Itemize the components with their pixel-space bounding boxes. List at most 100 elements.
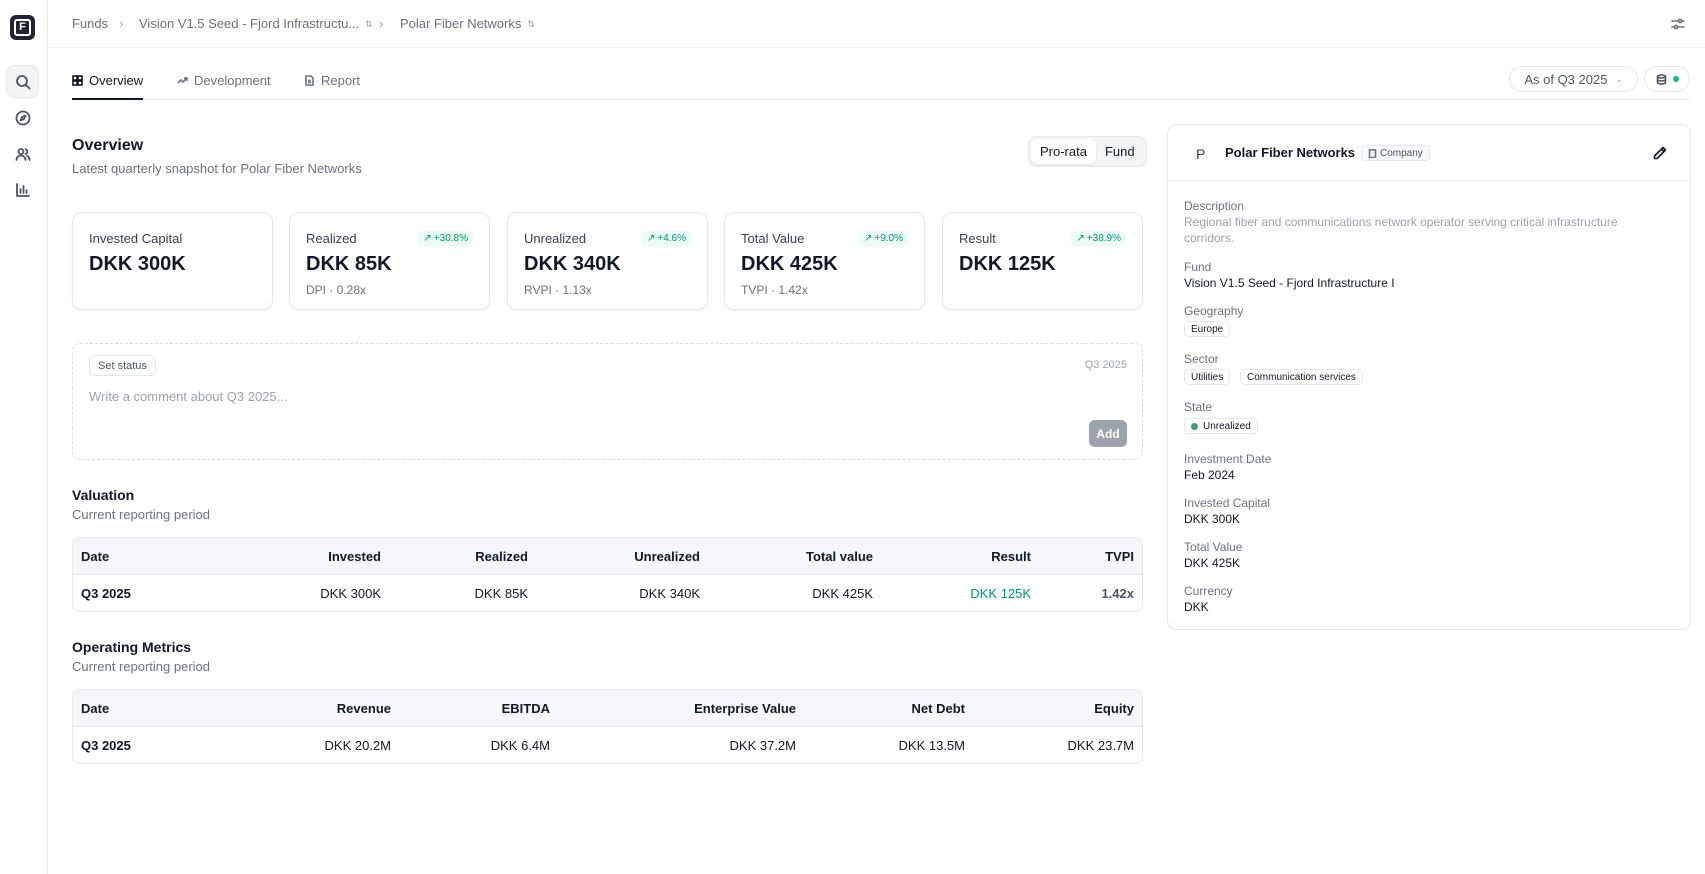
currency-label: Currency <box>1184 584 1233 598</box>
tab-bar: Overview Development Report As of Q3 202… <box>72 48 1690 100</box>
breadcrumb-fund[interactable]: Vision V1.5 Seed - Fjord Infrastructu...… <box>139 16 373 31</box>
cell-date: Q3 2025 <box>81 738 131 753</box>
as-of-label: As of Q3 2025 <box>1524 71 1608 87</box>
tab-label: Report <box>321 73 361 88</box>
add-comment-button[interactable]: Add <box>1089 420 1127 447</box>
tab-overview[interactable]: Overview <box>72 73 144 100</box>
column-header: Invested <box>328 549 381 564</box>
state-chip: Unrealized <box>1184 418 1258 434</box>
change-value: +9.0% <box>874 233 903 244</box>
operating-metrics-table: Date Revenue EBITDA Enterprise Value Net… <box>72 689 1143 764</box>
change-value: +4.6% <box>657 233 686 244</box>
sector-chip: Utilities <box>1184 369 1231 385</box>
toggle-fund[interactable]: Fund <box>1104 144 1135 159</box>
cell-tvpi: 1.42x <box>1101 586 1134 601</box>
change-badge: ↗ +9.0% <box>858 231 908 246</box>
column-header: Enterprise Value <box>694 701 796 716</box>
table-row[interactable]: Q3 2025 DKK 20.2M DKK 6.4M DKK 37.2M DKK… <box>73 727 1142 763</box>
kpi-card-unrealized: Unrealized ↗ +4.6% DKK 340K RVPI · 1.13x <box>507 212 708 310</box>
table-row[interactable]: Q3 2025 DKK 300K DKK 85K DKK 340K DKK 42… <box>73 575 1142 611</box>
cell-unrealized: DKK 340K <box>639 586 700 601</box>
avatar: P <box>1196 146 1206 162</box>
building-icon <box>1368 148 1377 158</box>
sliders-icon[interactable] <box>1671 17 1685 31</box>
geography-chip: Europe <box>1184 321 1231 337</box>
trend-up-icon: ↗ <box>423 233 432 244</box>
pencil-icon[interactable] <box>1652 145 1668 161</box>
kpi-value: DKK 300K <box>89 253 186 275</box>
cell-net-debt: DKK 13.5M <box>898 738 965 753</box>
app-logo[interactable]: F <box>10 15 35 40</box>
tab-development[interactable]: Development <box>177 73 271 100</box>
state-value: Unrealized <box>1203 420 1251 432</box>
kpi-card-result: Result ↗ +38.9% DKK 125K <box>942 212 1143 310</box>
chevron-right-icon: › <box>379 16 384 31</box>
column-header: EBITDA <box>501 701 550 716</box>
trend-up-icon: ↗ <box>646 233 656 244</box>
search-icon[interactable] <box>6 65 39 98</box>
state-label: State <box>1184 400 1213 414</box>
sector-chip: Communication services <box>1240 369 1363 385</box>
column-header: Date <box>81 701 110 716</box>
data-source-button[interactable] <box>1644 66 1690 92</box>
as-of-period-select[interactable]: As of Q3 2025 ⌄ <box>1509 66 1638 92</box>
kpi-label: Unrealized <box>524 231 587 246</box>
cell-equity: DKK 23.7M <box>1067 738 1134 753</box>
tab-label: Development <box>194 73 271 88</box>
page-subtitle: Latest quarterly snapshot for Polar Fibe… <box>72 161 362 176</box>
kpi-value: DKK 85K <box>306 253 392 275</box>
fund-value: Vision V1.5 Seed - Fjord Infrastructure … <box>1184 276 1395 290</box>
comment-quarter: Q3 2025 <box>1084 359 1127 371</box>
valuation-table: Date Invested Realized Unrealized Total … <box>72 537 1143 612</box>
column-header: Result <box>991 549 1031 564</box>
kpi-card-total-value: Total Value ↗ +9.0% DKK 425K TVPI · 1.42x <box>724 212 925 310</box>
kpi-sub: DPI · 0.28x <box>306 283 367 297</box>
kpi-sub: RVPI · 1.13x <box>524 283 592 297</box>
cell-invested: DKK 300K <box>320 586 381 601</box>
description-label: Description <box>1184 199 1245 213</box>
status-dot <box>1672 76 1679 82</box>
change-value: +38.9% <box>1086 233 1121 244</box>
toggle-pro-rata[interactable]: Pro-rata <box>1031 139 1096 164</box>
tab-label: Overview <box>89 73 144 88</box>
trend-up-icon: ↗ <box>1076 233 1085 244</box>
breadcrumb-funds[interactable]: Funds <box>72 16 109 31</box>
table-header: Date Revenue EBITDA Enterprise Value Net… <box>73 690 1142 727</box>
tab-report[interactable]: Report <box>304 73 360 100</box>
kpi-label: Realized <box>306 231 357 246</box>
compass-icon[interactable] <box>6 101 39 134</box>
breadcrumb-company[interactable]: Polar Fiber Networks ⇅ <box>400 16 535 31</box>
cell-revenue: DKK 20.2M <box>324 738 391 753</box>
trend-icon <box>177 77 188 84</box>
column-header: Date <box>81 549 110 564</box>
operating-metrics-title: Operating Metrics <box>72 639 192 655</box>
chevron-up-down-icon: ⇅ <box>365 19 373 29</box>
top-bar: Funds › Vision V1.5 Seed - Fjord Infrast… <box>48 0 1705 48</box>
valuation-subtitle: Current reporting period <box>72 507 211 522</box>
kpi-value: DKK 125K <box>959 253 1056 275</box>
comment-box: Set status Q3 2025 Write a comment about… <box>72 343 1143 460</box>
cell-date: Q3 2025 <box>81 586 131 601</box>
chevron-right-icon: › <box>119 16 124 31</box>
valuation-title: Valuation <box>72 487 135 503</box>
kpi-sub: TVPI · 1.42x <box>741 283 808 297</box>
set-status-button[interactable]: Set status <box>89 355 156 376</box>
sidebar: F <box>0 0 48 874</box>
comment-input[interactable]: Write a comment about Q3 2025... <box>89 389 288 404</box>
database-icon <box>1656 73 1666 85</box>
cell-enterprise-value: DKK 37.2M <box>729 738 796 753</box>
kpi-value: DKK 340K <box>524 253 621 275</box>
cell-result: DKK 125K <box>970 586 1031 601</box>
company-type-label: Company <box>1380 147 1423 159</box>
cell-realized: DKK 85K <box>474 586 528 601</box>
trend-up-icon: ↗ <box>863 233 873 244</box>
change-badge: ↗ +30.8% <box>418 231 473 246</box>
company-detail-panel: P Polar Fiber Networks Company Descripti… <box>1167 124 1691 630</box>
users-icon[interactable] <box>6 137 39 170</box>
logo-letter: F <box>14 19 31 36</box>
chevron-up-down-icon: ⇅ <box>527 19 535 29</box>
panel-header: P Polar Fiber Networks Company <box>1168 125 1690 181</box>
kpi-value: DKK 425K <box>741 253 838 275</box>
bar-chart-icon[interactable] <box>6 173 39 206</box>
cell-total-value: DKK 425K <box>812 586 873 601</box>
